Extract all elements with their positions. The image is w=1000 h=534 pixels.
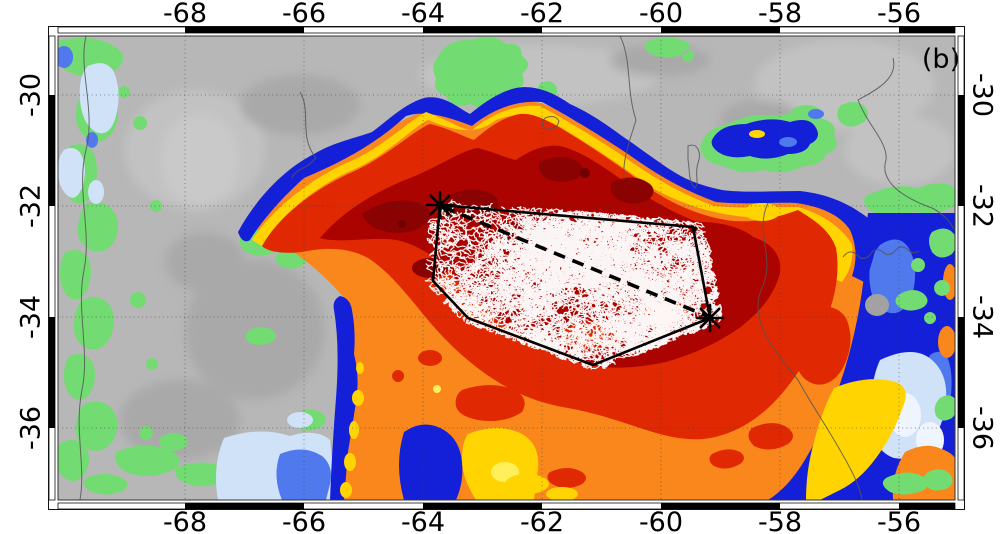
tick-label-left: -32 bbox=[15, 184, 46, 228]
start-asterisk-marker bbox=[425, 190, 455, 220]
map-area-shape bbox=[276, 449, 331, 500]
map-area-shape bbox=[287, 412, 313, 428]
border-lines-shape bbox=[291, 91, 317, 179]
tick-label-bottom: -68 bbox=[163, 507, 207, 534]
terrain-texture-shape bbox=[165, 232, 245, 292]
blue-dots-west bbox=[58, 46, 98, 148]
map-area-shape bbox=[779, 137, 797, 147]
maroon-blotches bbox=[362, 157, 654, 278]
axis-tick-labels: -68 -66 -64 -62 -60 -58 -56 -68 -66 -64 -62 -60 -58 -… bbox=[15, 0, 997, 534]
border-lines bbox=[78, 36, 955, 500]
frame-black-segment-top bbox=[423, 27, 542, 33]
terrain-texture-shape bbox=[845, 115, 955, 185]
yellow-spot-northeast bbox=[749, 130, 765, 138]
terrain-texture-shape bbox=[120, 380, 240, 460]
blue-cloud-mass-east-shape bbox=[865, 294, 889, 316]
tick-label-right: -34 bbox=[967, 295, 998, 339]
graticule bbox=[58, 36, 955, 500]
tick-label-top: -58 bbox=[758, 0, 802, 29]
terrain-texture-shape bbox=[162, 115, 238, 205]
blue-cloud-patch-northeast bbox=[711, 119, 818, 159]
red-patches-south bbox=[392, 306, 851, 488]
frame-black-segment-right bbox=[958, 95, 964, 206]
map-area-shape bbox=[808, 109, 824, 119]
panel-label: (b) bbox=[922, 44, 960, 75]
frame-black-segment-top bbox=[899, 27, 955, 33]
yellow-region-southeast bbox=[806, 379, 906, 500]
map-area bbox=[58, 36, 955, 500]
tick-label-bottom: -56 bbox=[877, 507, 921, 534]
storm-cloud-shield-shape bbox=[356, 362, 364, 374]
tick-label-top: -60 bbox=[639, 0, 683, 29]
green-dots-east bbox=[850, 228, 955, 495]
frame-strip bbox=[48, 35, 56, 501]
map-border bbox=[57, 35, 956, 501]
frame-black-segment-left bbox=[49, 95, 55, 206]
tick-label-bottom: -66 bbox=[282, 507, 326, 534]
frame-black-segment-bottom bbox=[185, 503, 304, 509]
frame-strip bbox=[957, 35, 965, 501]
storm-cloud-shield-shape bbox=[505, 474, 549, 494]
frame-black-segment-top bbox=[185, 27, 304, 33]
blue-cloud-mass-east-shape bbox=[938, 326, 955, 358]
frame-black-segment-bottom bbox=[423, 503, 542, 509]
border-lines-shape bbox=[857, 57, 955, 230]
tick-label-top: -62 bbox=[520, 0, 564, 29]
green-cloud-patches-west bbox=[58, 38, 260, 495]
storm-cloud-shield-shape bbox=[433, 385, 441, 393]
blue-blob-south bbox=[399, 424, 463, 500]
tick-label-top: -66 bbox=[282, 0, 326, 29]
map-frame bbox=[48, 26, 965, 510]
terrain-texture-shape bbox=[610, 44, 710, 76]
border-lines-shape bbox=[687, 144, 700, 189]
border-lines-shape bbox=[78, 36, 90, 500]
frame-black-segment-bottom bbox=[661, 503, 780, 509]
tick-label-bottom: -62 bbox=[520, 507, 564, 534]
terrain-texture-shape bbox=[240, 75, 360, 135]
track-dashed-line bbox=[442, 205, 708, 318]
tick-label-top: -64 bbox=[401, 0, 445, 29]
asterisk-center bbox=[707, 315, 713, 321]
storm-cloud-shield-shape bbox=[344, 453, 356, 471]
storm-cloud-shield-shape bbox=[340, 482, 352, 498]
tick-label-top: -68 bbox=[163, 0, 207, 29]
asterisk-center bbox=[437, 202, 443, 208]
frame-black-segment-top bbox=[661, 27, 780, 33]
tick-label-bottom: -58 bbox=[758, 507, 802, 534]
pale-blue-patches-west bbox=[58, 63, 119, 204]
storm-cloud-shield-shape bbox=[352, 390, 364, 406]
border-lines-shape bbox=[619, 36, 637, 181]
tick-label-bottom: -64 bbox=[401, 507, 445, 534]
hull-vertex-dot bbox=[691, 226, 697, 232]
tick-label-left: -36 bbox=[15, 406, 46, 450]
tick-label-right: -30 bbox=[967, 73, 998, 117]
border-lines-shape bbox=[842, 246, 920, 259]
outer-frame bbox=[48, 26, 965, 510]
border-lines-shape bbox=[757, 202, 863, 500]
tick-label-left: -34 bbox=[15, 295, 46, 339]
frame-black-segment-bottom bbox=[899, 503, 955, 509]
flash-hull-overlay bbox=[425, 190, 725, 367]
tick-label-top: -56 bbox=[877, 0, 921, 29]
tick-label-right: -36 bbox=[967, 406, 998, 450]
tick-label-bottom: -60 bbox=[639, 507, 683, 534]
frame-black-segment-left bbox=[49, 317, 55, 428]
end-asterisk-marker bbox=[695, 303, 725, 333]
storm-cloud-shield-shape bbox=[349, 421, 359, 439]
frame-black-segment-right bbox=[958, 317, 964, 428]
storm-cloud-shield-shape bbox=[546, 487, 578, 500]
tick-label-left: -30 bbox=[15, 73, 46, 117]
blue-edge-southwest bbox=[330, 296, 358, 500]
tick-label-right: -32 bbox=[967, 184, 998, 228]
storm-cloud-shield-shape bbox=[744, 203, 780, 221]
